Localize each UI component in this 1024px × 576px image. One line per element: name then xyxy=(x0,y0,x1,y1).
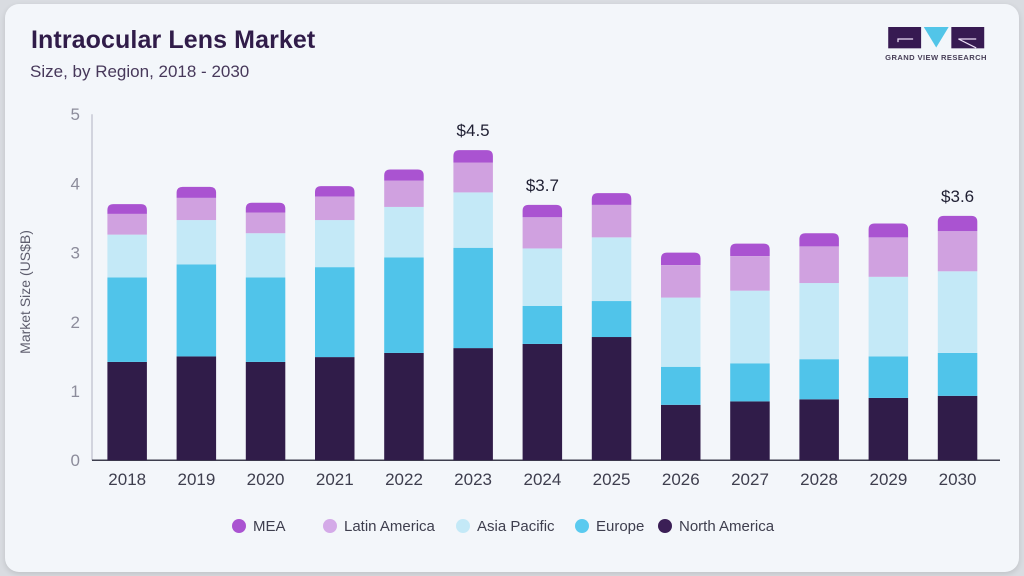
svg-text:Asia Pacific: Asia Pacific xyxy=(477,518,555,535)
svg-text:$3.6: $3.6 xyxy=(941,187,974,206)
svg-text:2025: 2025 xyxy=(593,470,631,489)
svg-text:2020: 2020 xyxy=(247,470,285,489)
svg-text:2019: 2019 xyxy=(177,470,215,489)
svg-text:2: 2 xyxy=(71,313,80,332)
svg-text:MEA: MEA xyxy=(253,518,286,535)
svg-text:Europe: Europe xyxy=(596,518,644,535)
svg-text:2029: 2029 xyxy=(869,470,907,489)
svg-text:2028: 2028 xyxy=(800,470,838,489)
svg-text:4: 4 xyxy=(71,174,80,193)
svg-text:2021: 2021 xyxy=(316,470,354,489)
svg-text:$4.5: $4.5 xyxy=(457,121,490,140)
svg-text:$3.7: $3.7 xyxy=(526,176,559,195)
svg-text:2024: 2024 xyxy=(523,470,561,489)
svg-text:5: 5 xyxy=(71,105,80,124)
svg-text:3: 3 xyxy=(71,244,80,263)
svg-text:2027: 2027 xyxy=(731,470,769,489)
svg-text:Latin America: Latin America xyxy=(344,518,436,535)
svg-text:0: 0 xyxy=(71,451,80,470)
svg-text:Market Size (US$B): Market Size (US$B) xyxy=(17,230,33,354)
svg-text:2023: 2023 xyxy=(454,470,492,489)
svg-text:2026: 2026 xyxy=(662,470,700,489)
svg-text:2030: 2030 xyxy=(939,470,977,489)
svg-text:2018: 2018 xyxy=(108,470,146,489)
svg-text:North America: North America xyxy=(679,518,775,535)
svg-text:1: 1 xyxy=(71,382,80,401)
svg-text:2022: 2022 xyxy=(385,470,423,489)
